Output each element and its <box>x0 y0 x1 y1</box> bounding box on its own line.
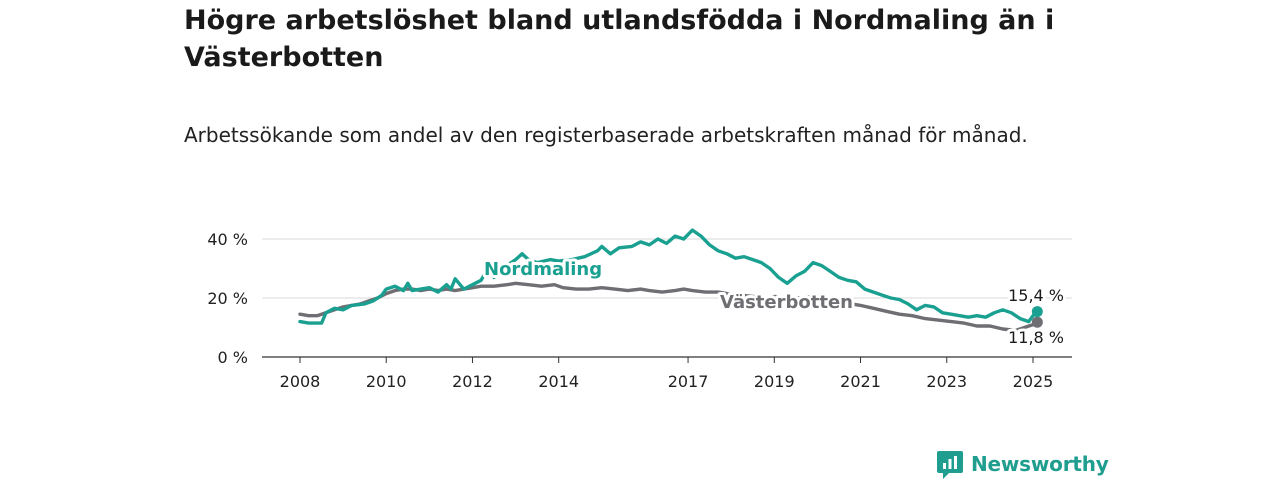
series-label-nordmaling-halo: Nordmaling <box>484 259 602 280</box>
x-tick-label: 2014 <box>538 372 579 391</box>
series-label-vasterbotten-halo: Västerbotten <box>720 292 853 313</box>
newsworthy-logo: Newsworthy <box>937 448 1109 480</box>
x-tick-label: 2008 <box>280 372 321 391</box>
series-line-nordmaling <box>298 228 1039 325</box>
newsworthy-logo-icon <box>937 451 963 479</box>
x-tick-label: 2025 <box>1013 372 1054 391</box>
y-tick-label: 40 % <box>207 230 248 249</box>
y-tick-label: 0 % <box>218 348 248 367</box>
end-value-nordmaling: 15,4 % <box>1008 286 1064 305</box>
x-tick-label: 2019 <box>754 372 795 391</box>
series-line-vasterbotten <box>298 281 1039 333</box>
series-end-point <box>1031 306 1043 318</box>
chart-subtitle: Arbetssökande som andel av den registerb… <box>184 123 1028 147</box>
x-tick-label: 2010 <box>366 372 407 391</box>
series-label-vasterbotten: Västerbotten <box>720 292 853 313</box>
series-end-point <box>1031 316 1043 328</box>
newsworthy-logo-text: Newsworthy <box>971 452 1109 476</box>
y-tick-label: 20 % <box>207 289 248 308</box>
x-tick-label: 2017 <box>668 372 709 391</box>
x-tick-label: 2012 <box>452 372 493 391</box>
x-tick-label: 2021 <box>840 372 881 391</box>
end-value-nordmaling-halo: 15,4 % <box>1008 286 1064 305</box>
end-value-vasterbotten: 11,8 % <box>1008 328 1064 347</box>
chart-title: Högre arbetslöshet bland utlandsfödda i … <box>184 5 1055 73</box>
x-tick-label: 2023 <box>926 372 967 391</box>
series-label-nordmaling: Nordmaling <box>484 259 602 280</box>
end-value-vasterbotten-halo: 11,8 % <box>1008 328 1064 347</box>
